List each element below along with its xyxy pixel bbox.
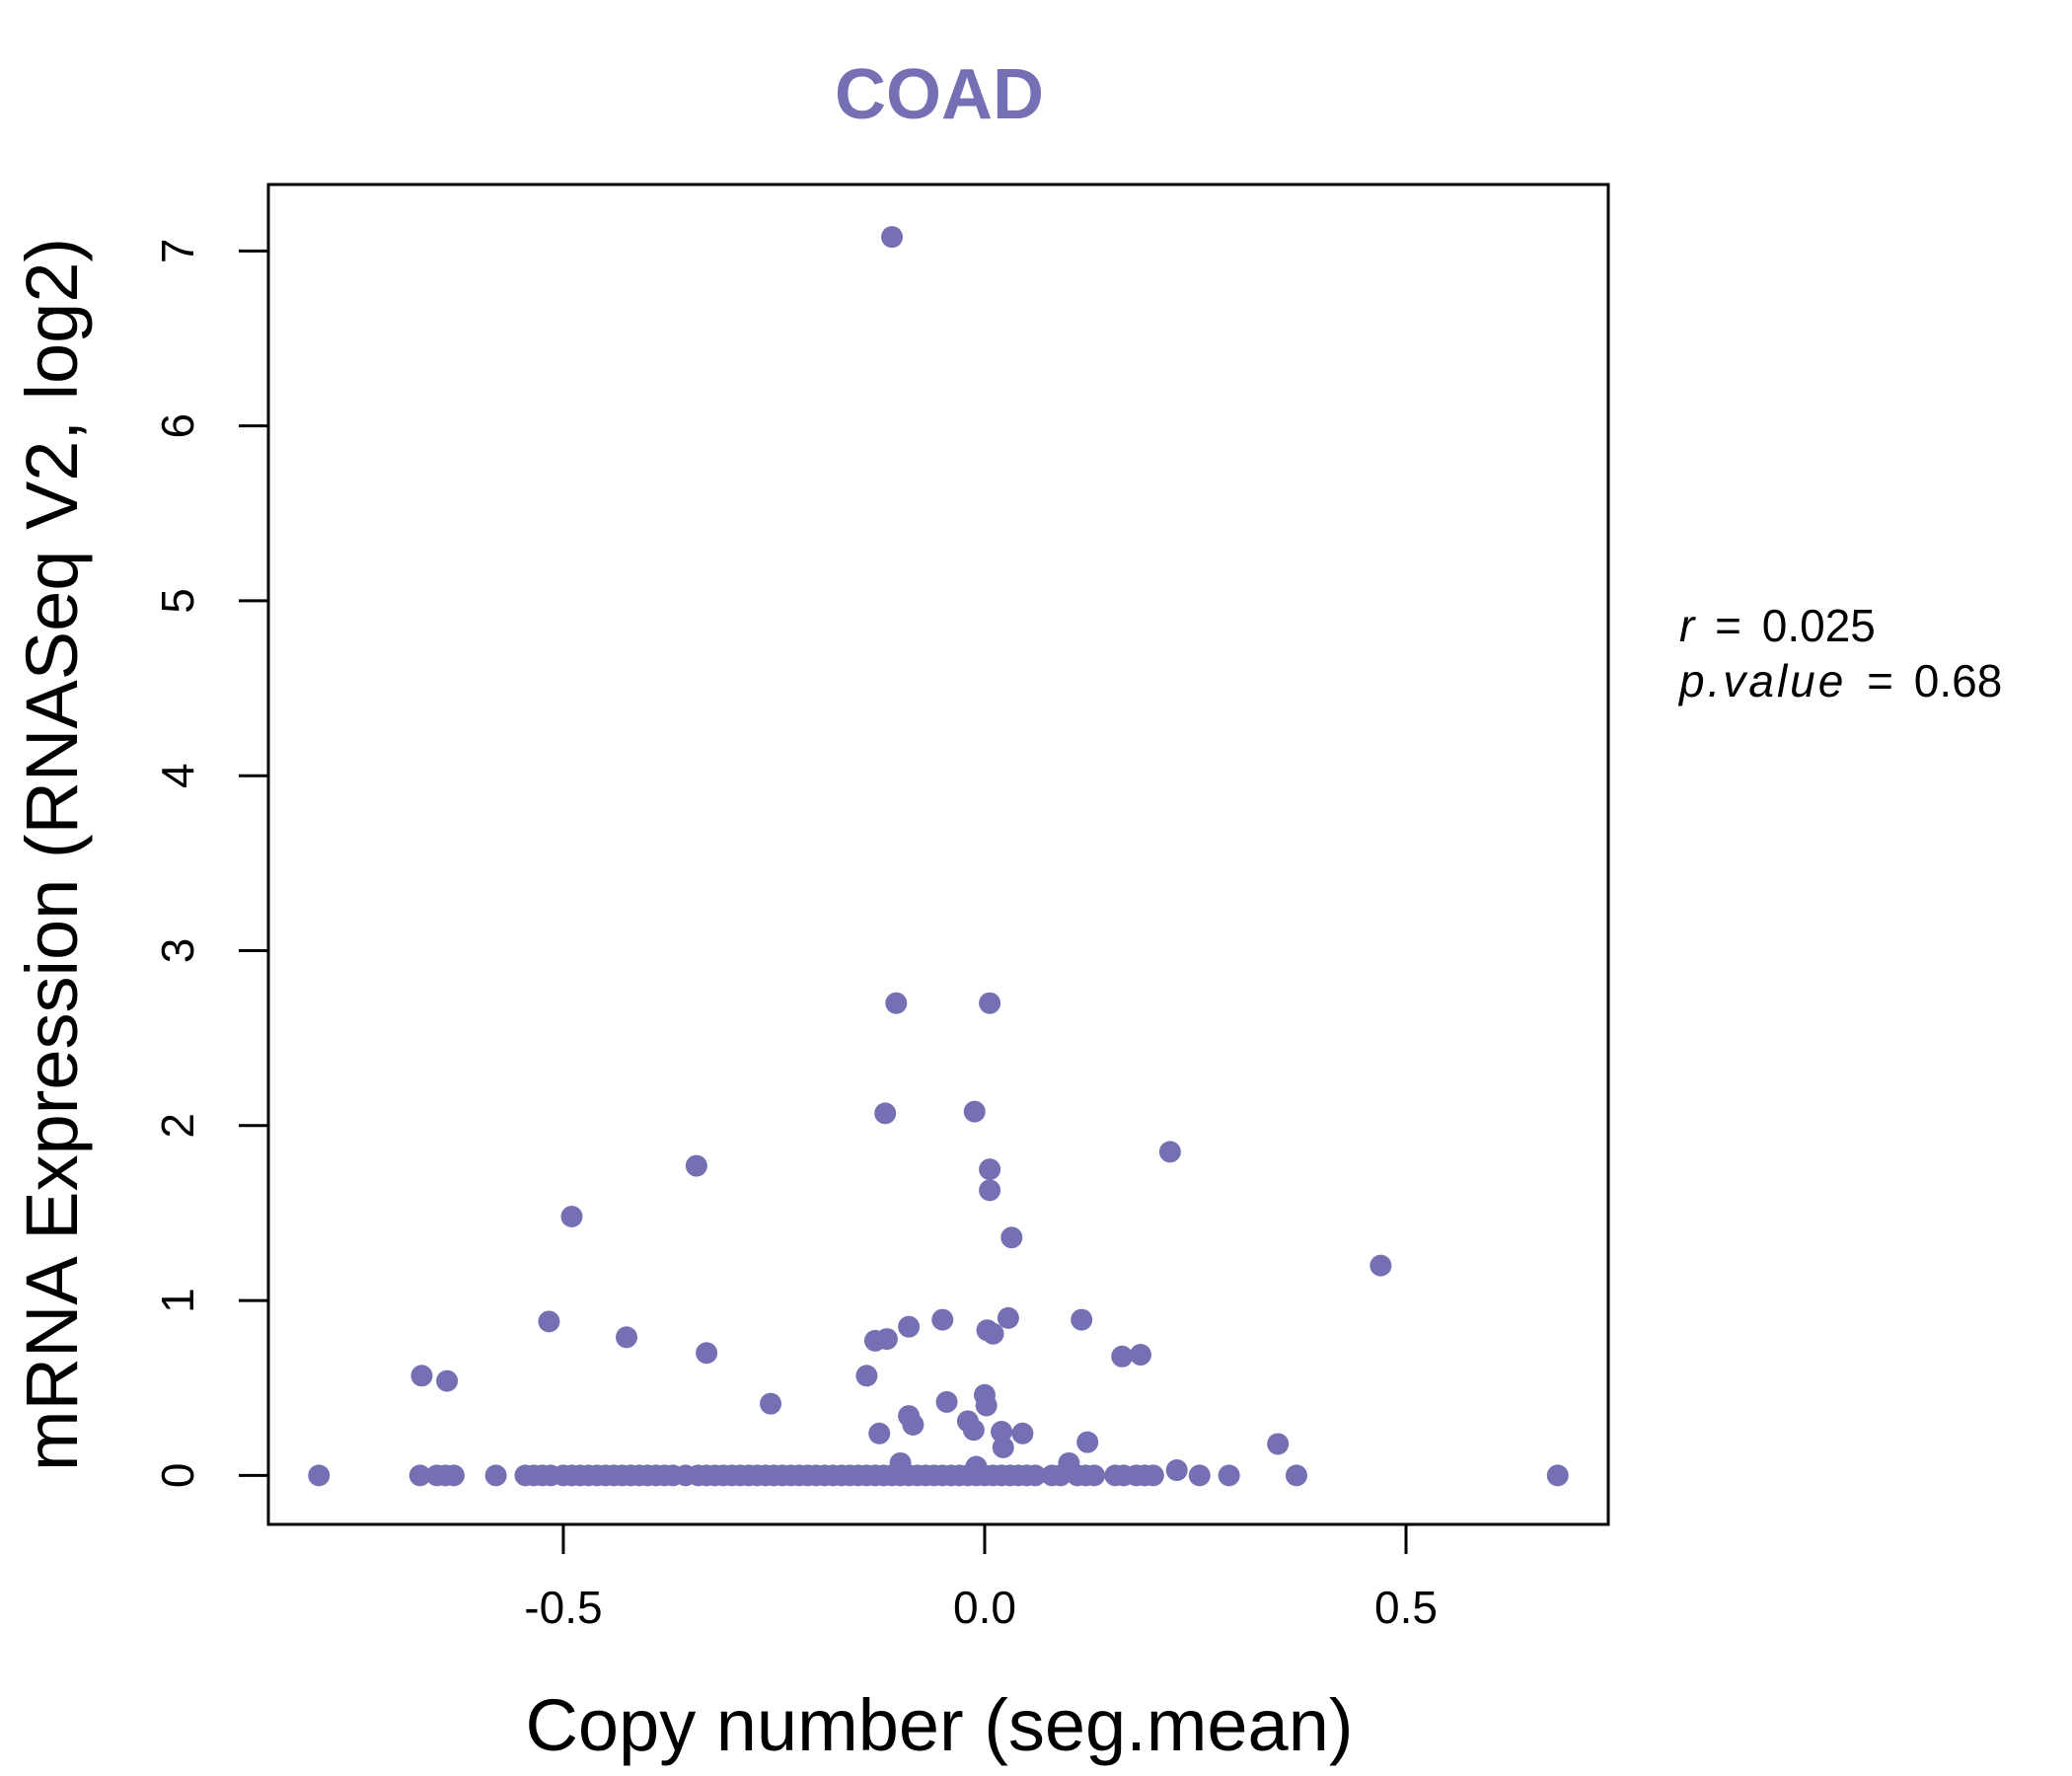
y-tick-label: 2 (152, 1113, 203, 1139)
data-point (436, 1369, 459, 1392)
x-tick-label: 0.0 (953, 1582, 1016, 1633)
data-point (442, 1464, 465, 1487)
data-point (965, 1455, 988, 1478)
y-tick-label: 7 (152, 239, 203, 264)
data-point (935, 1390, 958, 1413)
data-point (1546, 1464, 1569, 1487)
r-equals: = (1715, 600, 1741, 651)
x-tick-label: -0.5 (524, 1582, 602, 1633)
data-point (931, 1308, 954, 1331)
data-point (1011, 1422, 1034, 1444)
data-points (308, 226, 1569, 1487)
data-point (760, 1392, 782, 1415)
data-point (1188, 1464, 1211, 1487)
data-point (963, 1100, 986, 1123)
x-axis: -0.5 0.0 0.5 (524, 1522, 1438, 1633)
data-point (1142, 1464, 1164, 1487)
data-point (615, 1326, 637, 1349)
r-value: 0.025 (1762, 600, 1876, 651)
data-point (484, 1464, 507, 1487)
data-point (855, 1365, 878, 1387)
r-label: r (1679, 600, 1696, 651)
data-point (696, 1342, 718, 1365)
data-point (962, 1419, 985, 1442)
data-point (410, 1365, 433, 1387)
y-tick-label: 5 (152, 588, 203, 614)
data-point (863, 1329, 886, 1352)
data-point (991, 1421, 1013, 1443)
data-point (881, 226, 904, 249)
y-tick-label: 3 (152, 938, 203, 964)
data-point (979, 1158, 1001, 1181)
data-point (982, 1322, 1004, 1345)
data-point (1158, 1141, 1181, 1163)
data-point (874, 1102, 897, 1125)
data-point (1165, 1459, 1188, 1482)
data-point (1218, 1464, 1240, 1487)
y-tick-label: 1 (152, 1288, 203, 1313)
data-point (997, 1306, 1019, 1329)
chart-title: COAD (835, 55, 1044, 134)
p-label: p.value (1677, 655, 1846, 706)
y-tick-label: 4 (152, 763, 203, 788)
data-point (885, 992, 908, 1014)
data-point (1111, 1345, 1134, 1368)
data-point (308, 1464, 331, 1487)
y-axis-title: mRNA Expression (RNASeq V2, log2) (11, 238, 93, 1471)
data-point (1129, 1344, 1151, 1367)
data-point (1369, 1254, 1392, 1277)
data-point (975, 1394, 998, 1417)
p-equals: = (1867, 655, 1893, 706)
data-point (992, 1436, 1014, 1458)
p-stat: p.value = 0.68 (1677, 655, 2002, 706)
data-point (1071, 1308, 1093, 1331)
data-point (1285, 1464, 1307, 1487)
data-point (1083, 1464, 1106, 1487)
y-tick-label: 6 (152, 413, 203, 439)
data-point (1058, 1451, 1080, 1474)
data-point (902, 1413, 925, 1436)
x-tick-label: 0.5 (1374, 1582, 1438, 1633)
y-axis: 0 1 2 3 4 5 6 7 (152, 239, 270, 1489)
data-point (1076, 1431, 1099, 1453)
r-stat: r = 0.025 (1679, 600, 1876, 651)
data-point (898, 1315, 921, 1338)
data-point (868, 1422, 891, 1444)
correlation-stats: r = 0.025 p.value = 0.68 (1677, 600, 2002, 706)
data-point (408, 1464, 431, 1487)
data-point (979, 992, 1001, 1014)
x-axis-title: Copy number (seg.mean) (525, 1684, 1353, 1766)
data-point (685, 1154, 707, 1177)
data-point (538, 1310, 560, 1333)
data-point (889, 1451, 912, 1474)
data-point (979, 1179, 1001, 1202)
data-point (560, 1205, 583, 1227)
p-value: 0.68 (1914, 655, 2003, 706)
data-point (1000, 1226, 1023, 1249)
y-tick-label: 0 (152, 1463, 203, 1489)
data-point (1024, 1464, 1047, 1487)
data-point (1267, 1433, 1290, 1455)
